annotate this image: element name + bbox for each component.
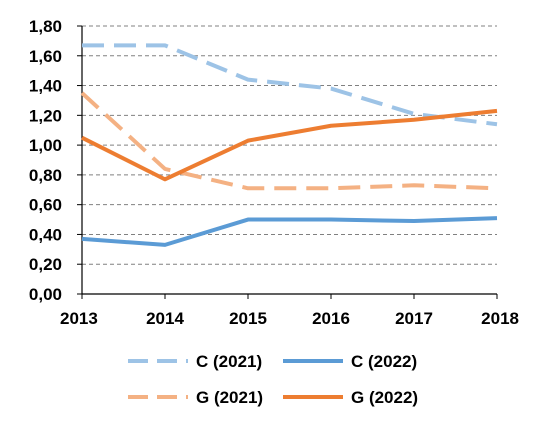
y-tick-label: 0,20 (29, 255, 62, 274)
y-tick-label: 0,80 (29, 166, 62, 185)
axes (77, 25, 498, 299)
gridlines (82, 25, 497, 265)
y-tick-label: 0,60 (29, 196, 62, 215)
x-tick-label: 2016 (312, 309, 350, 328)
series-line-4 (81, 108, 498, 182)
y-axis-tick-labels: 0,00 0,20 0,40 0,60 0,80 1,00 1,20 1,40 1,60 1,80 (29, 17, 62, 304)
y-tick-label: 1,20 (29, 106, 62, 125)
legend-label-1: C (2021) (196, 352, 262, 371)
y-tick-label: 0,40 (29, 225, 62, 244)
series-line-3 (80, 91, 498, 191)
y-tick-label: 1,60 (29, 47, 62, 66)
x-tick-label: 2017 (395, 309, 433, 328)
series-line-2 (81, 216, 498, 247)
legend-label-4: G (2022) (351, 388, 418, 407)
x-tick-label: 2014 (146, 309, 184, 328)
y-tick-label: 1,00 (29, 136, 62, 155)
legend: C (2021) C (2022) G (2021) G (2022) (128, 352, 418, 407)
x-axis-tick-labels: 2013 2014 2015 2016 2017 2018 (60, 309, 519, 328)
x-tick-label: 2013 (60, 309, 98, 328)
y-tick-label: 1,40 (29, 77, 62, 96)
x-tick-label: 2018 (481, 309, 519, 328)
y-tick-label: 1,80 (29, 17, 62, 36)
x-tick-label: 2015 (229, 309, 267, 328)
legend-label-3: G (2021) (196, 388, 263, 407)
y-tick-label: 0,00 (29, 285, 62, 304)
legend-label-2: C (2022) (351, 352, 417, 371)
series-line-1 (82, 43, 498, 127)
series-lines (80, 43, 498, 247)
